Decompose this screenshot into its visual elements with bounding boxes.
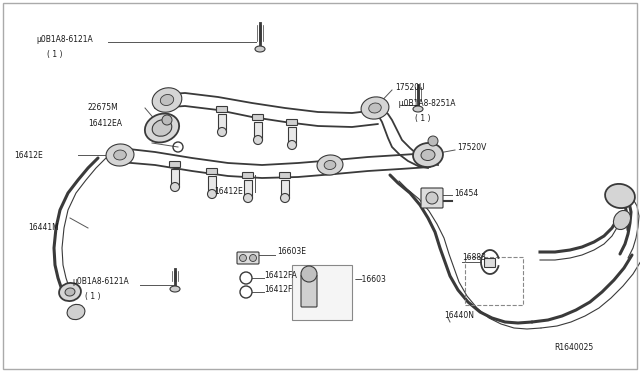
Text: 22675M: 22675M: [88, 103, 119, 112]
Ellipse shape: [605, 184, 635, 208]
Text: 17520V: 17520V: [457, 144, 486, 153]
FancyBboxPatch shape: [287, 119, 298, 125]
FancyBboxPatch shape: [216, 106, 227, 112]
FancyBboxPatch shape: [170, 161, 180, 167]
FancyBboxPatch shape: [218, 114, 226, 132]
Circle shape: [170, 183, 179, 192]
FancyBboxPatch shape: [207, 169, 218, 174]
FancyBboxPatch shape: [171, 169, 179, 187]
FancyBboxPatch shape: [301, 275, 317, 307]
FancyBboxPatch shape: [421, 188, 443, 208]
FancyBboxPatch shape: [281, 180, 289, 198]
Text: 16412E: 16412E: [14, 151, 43, 160]
FancyBboxPatch shape: [253, 115, 264, 121]
Text: 17520U: 17520U: [395, 83, 424, 93]
Text: µ0B1A8-8251A: µ0B1A8-8251A: [394, 99, 456, 109]
Text: µ0B1A8-6121A: µ0B1A8-6121A: [36, 35, 93, 45]
Ellipse shape: [361, 97, 389, 119]
Ellipse shape: [413, 106, 423, 112]
Ellipse shape: [59, 283, 81, 301]
Text: ( 1 ): ( 1 ): [47, 51, 63, 60]
Text: 16603E: 16603E: [277, 247, 306, 257]
Ellipse shape: [152, 120, 172, 136]
FancyBboxPatch shape: [288, 127, 296, 145]
Text: 16441M: 16441M: [28, 224, 59, 232]
Ellipse shape: [152, 88, 182, 112]
FancyBboxPatch shape: [280, 173, 291, 179]
Ellipse shape: [65, 288, 75, 296]
FancyBboxPatch shape: [237, 252, 259, 264]
Ellipse shape: [369, 103, 381, 113]
FancyBboxPatch shape: [484, 259, 495, 267]
Ellipse shape: [255, 46, 265, 52]
Text: 16883: 16883: [462, 253, 486, 263]
Text: 16440N: 16440N: [444, 311, 474, 320]
Text: µ0B1A8-6121A: µ0B1A8-6121A: [72, 278, 129, 286]
Circle shape: [250, 254, 257, 262]
Ellipse shape: [413, 143, 443, 167]
Ellipse shape: [324, 160, 336, 170]
Text: 16412FA: 16412FA: [264, 270, 297, 279]
Circle shape: [428, 136, 438, 146]
Ellipse shape: [170, 286, 180, 292]
Circle shape: [301, 266, 317, 282]
Text: ( 1 ): ( 1 ): [415, 113, 431, 122]
Bar: [292, 265, 352, 320]
Ellipse shape: [67, 304, 85, 320]
Circle shape: [243, 193, 253, 202]
Text: 16412F: 16412F: [264, 285, 292, 295]
Ellipse shape: [421, 150, 435, 160]
Text: R1640025: R1640025: [554, 343, 593, 353]
Circle shape: [280, 193, 289, 202]
Text: ( 1 ): ( 1 ): [85, 292, 100, 301]
Text: 16454: 16454: [454, 189, 478, 199]
Ellipse shape: [317, 155, 343, 175]
FancyBboxPatch shape: [254, 122, 262, 140]
Text: 16412E: 16412E: [214, 187, 243, 196]
Ellipse shape: [145, 113, 179, 142]
Circle shape: [239, 254, 246, 262]
Text: —16603: —16603: [355, 276, 387, 285]
Ellipse shape: [161, 94, 173, 106]
Circle shape: [426, 192, 438, 204]
Circle shape: [162, 115, 172, 125]
Ellipse shape: [106, 144, 134, 166]
Ellipse shape: [114, 150, 126, 160]
Circle shape: [207, 189, 216, 199]
Ellipse shape: [614, 211, 630, 230]
Circle shape: [218, 128, 227, 137]
FancyBboxPatch shape: [243, 173, 253, 179]
Bar: [465, 257, 523, 305]
Circle shape: [287, 141, 296, 150]
Circle shape: [253, 135, 262, 144]
Text: 16412EA: 16412EA: [88, 119, 122, 128]
FancyBboxPatch shape: [244, 180, 252, 198]
FancyBboxPatch shape: [208, 176, 216, 194]
